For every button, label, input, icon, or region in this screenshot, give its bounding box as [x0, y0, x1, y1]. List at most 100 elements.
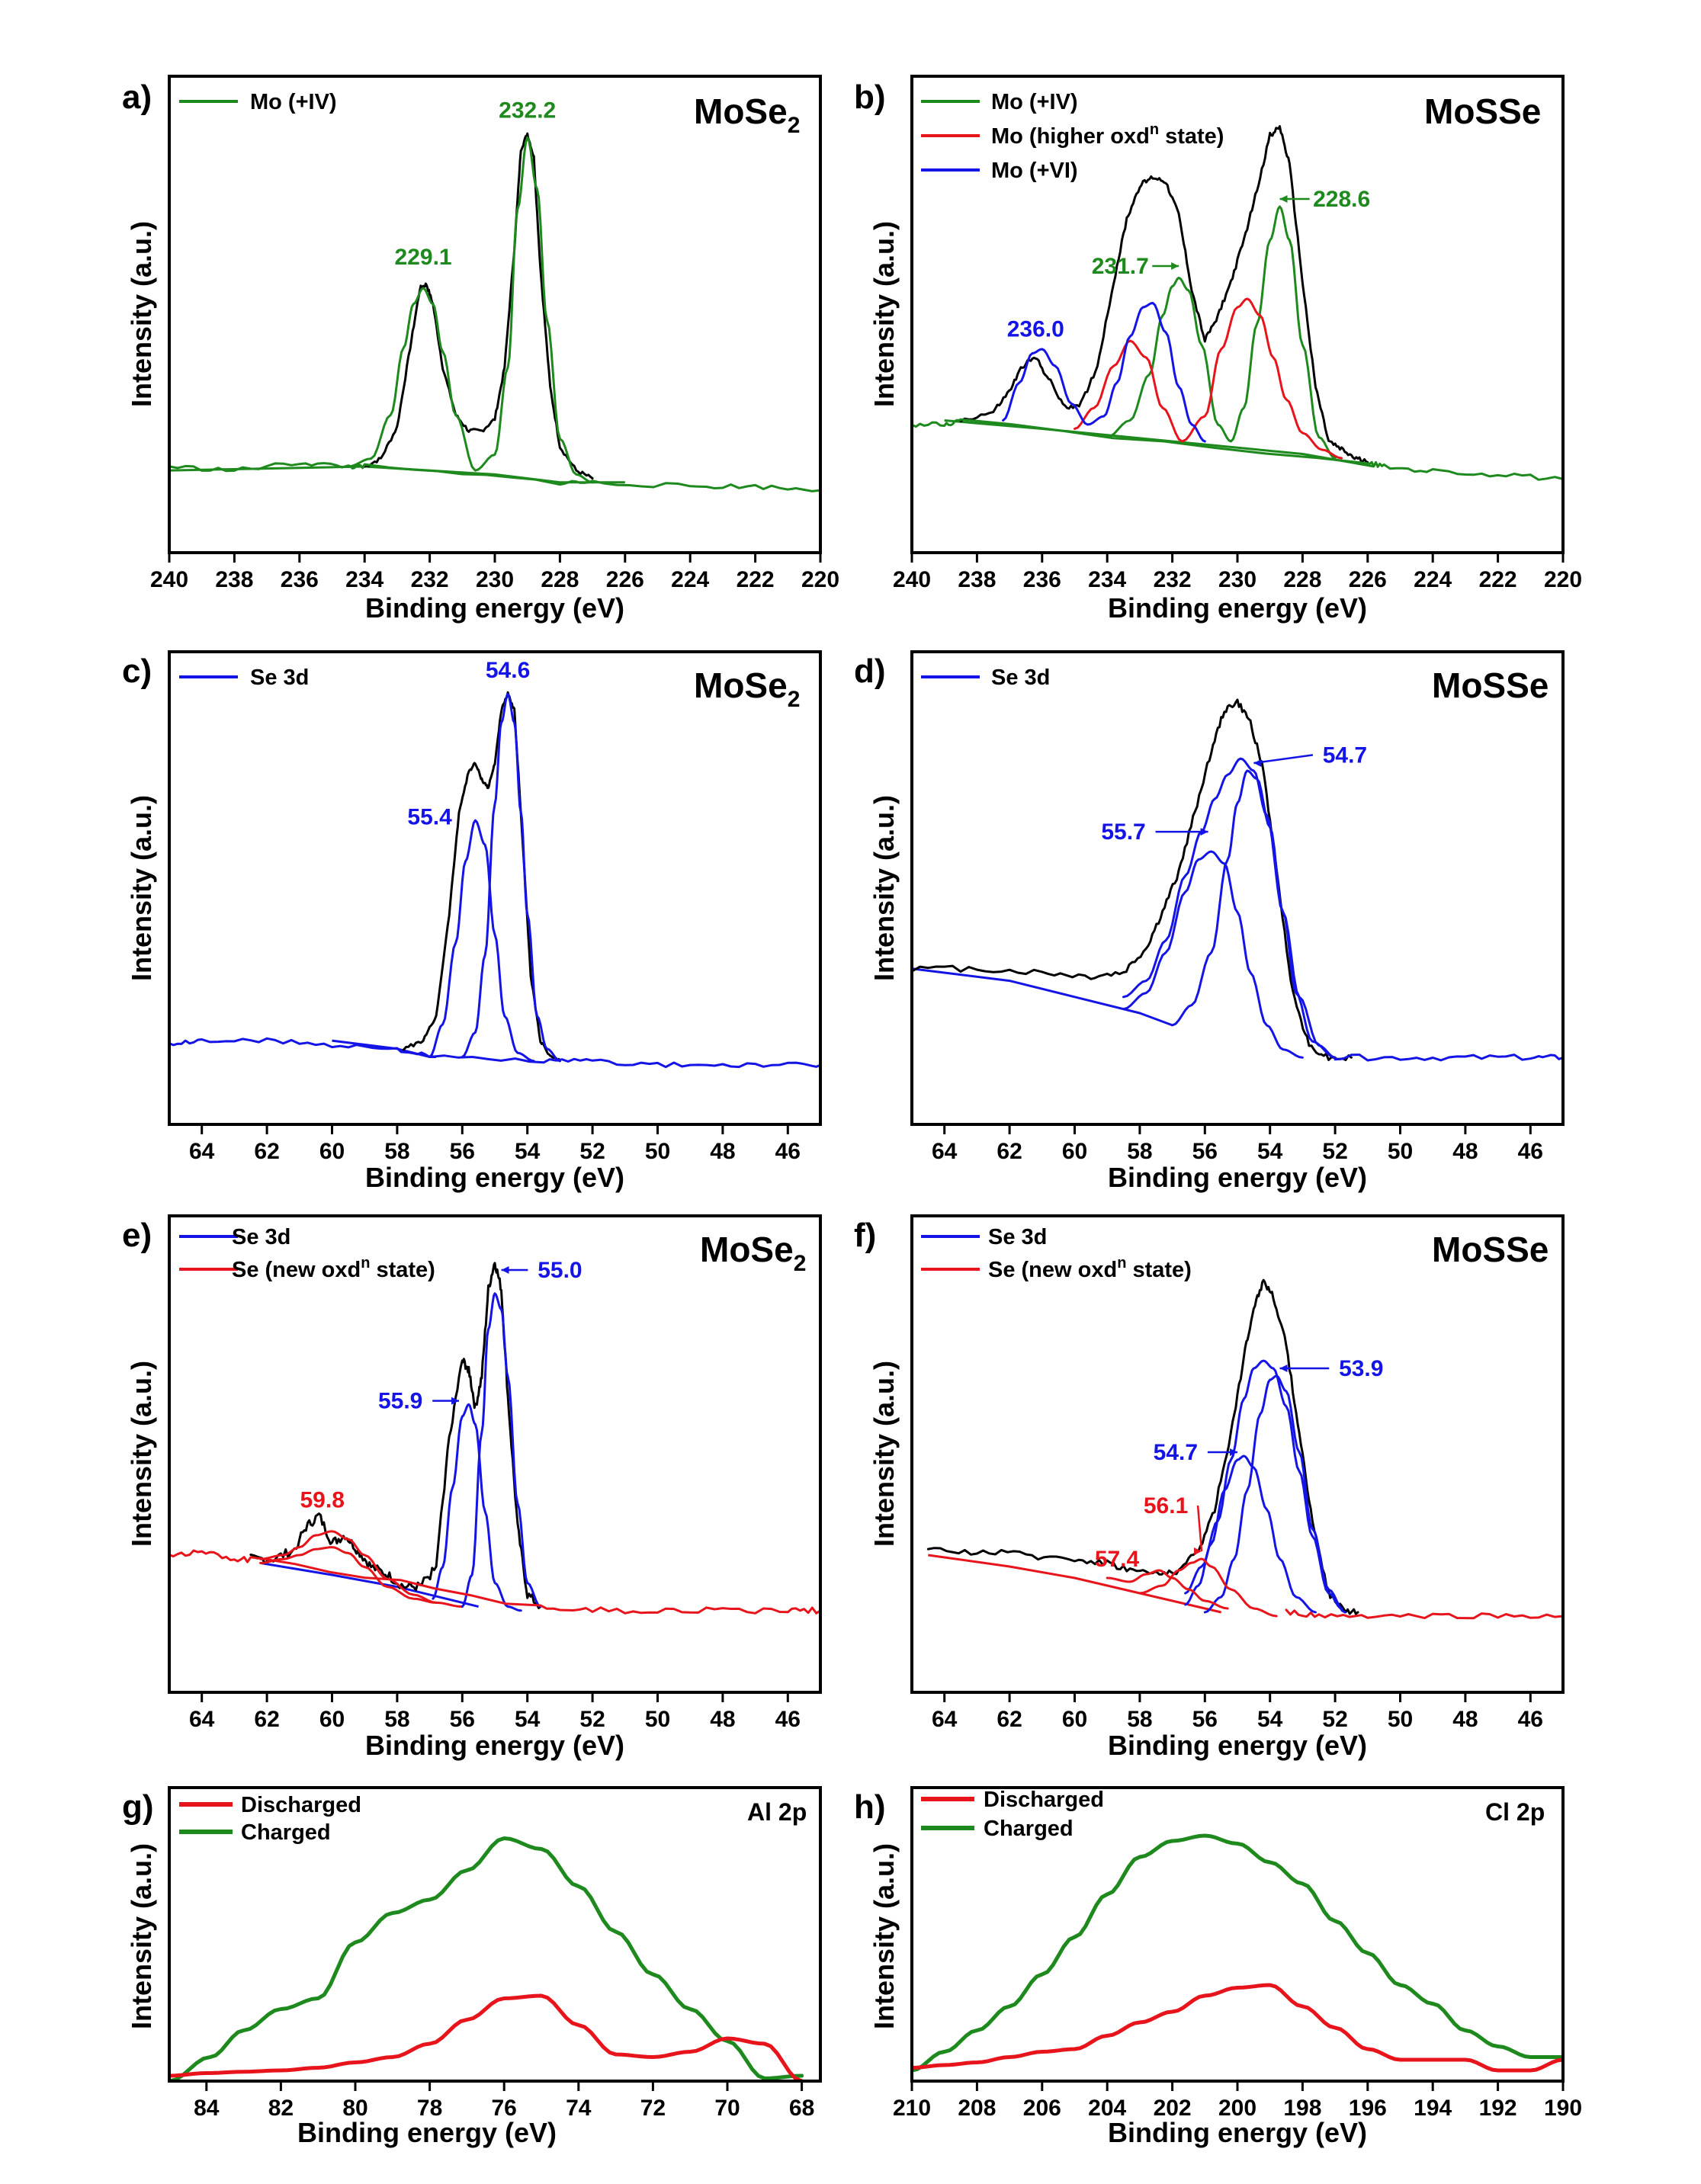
annotation-arrowhead: [451, 1397, 460, 1405]
x-tick-label: 234: [345, 567, 384, 592]
series-line-charged: [171, 1836, 804, 2080]
x-axis-label: Binding energy (eV): [1108, 1162, 1367, 1193]
legend-label-mo-iv: Mo (+IV): [991, 90, 1078, 114]
peak-annotation: 55.0: [538, 1258, 582, 1283]
x-tick-label: 222: [1479, 567, 1517, 592]
background-line: [913, 967, 1173, 1027]
panel-d: d) MoSSe Se 3d 64 62 60 58 56 54 52 50 48 46 54.7 5…: [854, 650, 1565, 1193]
series-line-blue-2: [461, 1292, 542, 1608]
annotation-arrowhead: [1171, 262, 1179, 270]
x-tick-label: 72: [640, 2096, 666, 2121]
panel-label: f): [854, 1217, 876, 1254]
annotation-arrowhead: [1279, 1365, 1288, 1372]
panel-c: c) MoSe2 Se 3d 64 62 60 58 56 54 52 50 48 46 54.6 5…: [122, 650, 822, 1193]
panel-label: h): [854, 1788, 886, 1826]
series-line-experimental: [249, 1262, 542, 1609]
x-tick-label: 74: [566, 2096, 592, 2121]
series-line-blue-2: [1203, 1374, 1346, 1614]
x-tick-label: 56: [450, 1707, 475, 1732]
peak-annotation: 236.0: [1007, 317, 1064, 342]
x-axis-label: Binding energy (eV): [297, 2117, 557, 2148]
panel-label: a): [122, 79, 152, 116]
x-tick-label: 226: [606, 567, 644, 592]
x-tick-label: 58: [1127, 1707, 1152, 1732]
y-axis-label: Intensity (a.u.): [868, 1361, 900, 1547]
x-tick-label: 202: [1154, 2096, 1192, 2121]
x-tick-label: 76: [492, 2096, 517, 2121]
x-tick-label: 228: [1283, 567, 1321, 592]
legend: Se 3d Se (new oxdn state): [179, 1225, 435, 1282]
annotation-arrow: [1196, 1505, 1203, 1552]
peak-annotation: 54.7: [1323, 742, 1367, 768]
y-axis-label: Intensity (a.u.): [868, 795, 900, 981]
series-line-blue-1: [432, 1403, 522, 1612]
x-tick-label: 236: [281, 567, 319, 592]
x-tick-label: 64: [189, 1139, 215, 1164]
x-tick-label: 240: [893, 567, 931, 592]
x-tick-label: 220: [1544, 567, 1582, 592]
legend-label-mo-vi: Mo (+VI): [991, 159, 1078, 183]
y-axis-label: Intensity (a.u.): [868, 1843, 900, 2029]
peak-annotation: 55.4: [407, 805, 452, 830]
annotation-arrowhead: [501, 1266, 509, 1274]
panel-label: d): [854, 653, 886, 690]
x-tick-label: 50: [1388, 1707, 1413, 1732]
series-line-peak-1: [1122, 850, 1304, 1059]
legend: Se 3d: [179, 665, 309, 690]
x-tick-label: 52: [579, 1707, 605, 1732]
peak-annotation: 231.7: [1092, 254, 1149, 279]
x-tick-label: 64: [932, 1139, 958, 1164]
panel-g: g) Al 2p Discharged Charged 84 82 80 78 76 74…: [122, 1786, 822, 2148]
x-tick-label: 60: [1062, 1139, 1087, 1164]
x-axis-label: Binding energy (eV): [365, 592, 624, 624]
series-line-blue-3: [1184, 1359, 1343, 1610]
legend-label-se-3d: Se 3d: [250, 665, 309, 690]
series-line-discharged: [171, 1993, 804, 2080]
x-tick-label: 68: [789, 2096, 814, 2121]
panel-label: c): [122, 653, 152, 690]
material-label: MoSSe: [1432, 1230, 1549, 1269]
material-label: MoSSe: [1432, 665, 1549, 705]
x-tick-label: 80: [342, 2096, 367, 2121]
x-tick-label: 60: [1062, 1707, 1087, 1732]
x-tick-label: 54: [1257, 1139, 1283, 1164]
x-tick-label: 210: [893, 2096, 931, 2121]
legend-label-se-new: Se (new oxdn state): [232, 1255, 435, 1282]
x-tick-label: 48: [1452, 1707, 1478, 1732]
x-tick-label: 46: [775, 1139, 801, 1164]
annotation-arrow: [1253, 754, 1314, 765]
x-tick-label: 228: [541, 567, 579, 592]
series-line-red-1: [1106, 1569, 1229, 1610]
material-label: MoSSe: [1424, 91, 1541, 131]
panel-f: f) MoSSe Se 3d Se (new oxdn state) 64 62 6…: [854, 1214, 1565, 1761]
peak-annotation: 228.6: [1313, 187, 1370, 212]
y-axis-label: Intensity (a.u.): [126, 221, 157, 407]
legend: Mo (+IV): [179, 90, 337, 114]
series-line-experimental: [959, 125, 1369, 463]
peak-annotation: 232.2: [499, 98, 556, 123]
material-label: Cl 2p: [1485, 1798, 1545, 1826]
x-tick-label: 50: [645, 1707, 670, 1732]
material-label: Al 2p: [747, 1798, 807, 1826]
series-line-peak-1: [428, 819, 535, 1063]
peak-annotation: 229.1: [395, 245, 452, 270]
x-tick-label: 206: [1023, 2096, 1061, 2121]
x-tick-label: 230: [476, 567, 514, 592]
x-tick-label: 230: [1218, 567, 1256, 592]
x-tick-label: 58: [384, 1139, 409, 1164]
legend-label-se-3d: Se 3d: [991, 665, 1050, 690]
legend: Se 3d: [921, 665, 1050, 690]
x-tick-label: 64: [932, 1707, 958, 1732]
series-line-trace: [1334, 1054, 1561, 1062]
x-tick-label: 196: [1349, 2096, 1387, 2121]
x-tick-label: 200: [1218, 2096, 1256, 2121]
series-line-mo-iv-: [347, 136, 594, 484]
x-tick-label: 220: [801, 567, 839, 592]
y-axis-label: Intensity (a.u.): [868, 221, 900, 407]
legend-label-mo-iv: Mo (+IV): [250, 90, 337, 114]
x-axis-label: Binding energy (eV): [1108, 592, 1367, 624]
x-tick-label: 78: [417, 2096, 442, 2121]
legend-label-discharged: Discharged: [241, 1793, 361, 1817]
series-line-peak-2: [461, 692, 561, 1063]
